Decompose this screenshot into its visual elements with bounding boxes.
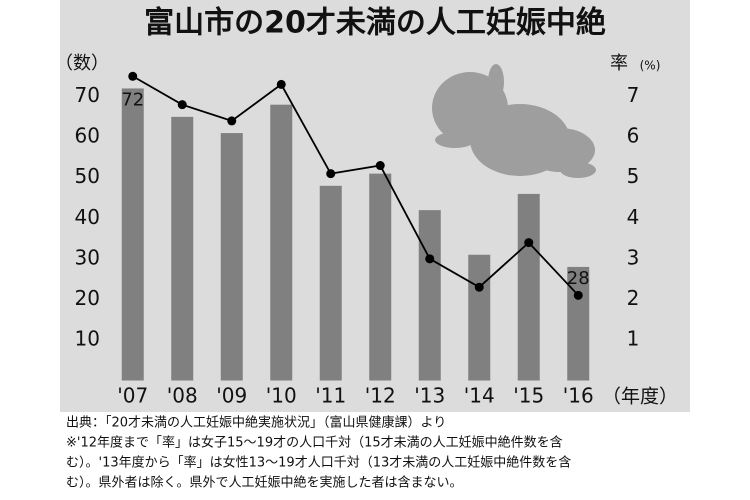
data-label: 28 [567, 268, 590, 289]
y-tick-label: 70 [75, 83, 100, 107]
bar [171, 116, 194, 381]
source-note: 出典：「20才未満の人工妊娠中絶実施状況」（富山県健康課）より [66, 415, 446, 431]
y-tick-label: 20 [75, 286, 100, 310]
x-tick-label: '08 [167, 384, 198, 408]
rate-point [326, 169, 336, 179]
y2-tick-label: 4 [627, 205, 640, 229]
y2-axis-label: 率 [610, 53, 628, 74]
x-tick-label: '12 [365, 384, 396, 408]
y-tick-label: 50 [75, 164, 100, 188]
x-tick-label: '14 [464, 384, 495, 408]
rate-point [128, 71, 138, 81]
y2-tick-label: 2 [627, 286, 640, 310]
rate-point [227, 116, 237, 126]
y2-tick-label: 7 [627, 83, 640, 107]
bar [567, 266, 590, 381]
footnote: ※'12年度まで「率」は女子15～19才の人口千対（15才未満の人工妊娠中絶件数… [66, 435, 563, 451]
footnote: む）。'13年度から「率」は女性13～19才人口千対（13才未満の人工妊娠中絶件… [66, 455, 571, 471]
x-tick-label: '09 [216, 384, 247, 408]
x-tick-label: '11 [315, 384, 346, 408]
bar [468, 254, 491, 381]
x-tick-label: '07 [117, 384, 148, 408]
y-tick-label: 40 [75, 205, 100, 229]
rate-line [132, 75, 579, 296]
rate-point [276, 79, 286, 89]
rate-point [474, 282, 484, 292]
y2-axis-unit: (%) [640, 59, 661, 73]
bar [418, 210, 441, 381]
x-tick-label: '13 [414, 384, 445, 408]
rate-point [375, 161, 385, 171]
y-tick-label: 30 [75, 245, 100, 269]
footnote: む）。県外者は除く。県外で人工妊娠中絶を実施した者は含まない。 [66, 475, 463, 491]
rate-point [177, 100, 187, 110]
y2-tick-label: 1 [627, 326, 640, 350]
rate-point [524, 238, 534, 248]
bar [517, 193, 540, 381]
bar [121, 88, 144, 381]
bar [319, 185, 342, 381]
x-tick-label: '15 [513, 384, 544, 408]
x-tick-label: '16 [563, 384, 594, 408]
x-axis-label: （年度） [602, 386, 678, 408]
rate-point [573, 290, 583, 300]
bar [270, 104, 293, 381]
y2-tick-label: 3 [627, 245, 640, 269]
bar [369, 173, 392, 381]
y2-tick-label: 5 [627, 164, 640, 188]
data-label: 72 [121, 89, 144, 110]
baby-illustration [432, 64, 596, 178]
y-tick-label: 60 [75, 124, 100, 148]
y-axis-label: （数） [55, 53, 109, 74]
x-tick-label: '10 [266, 384, 297, 408]
y-tick-label: 10 [75, 326, 100, 350]
bar [220, 133, 243, 381]
rate-point [425, 254, 435, 264]
y2-tick-label: 6 [627, 124, 640, 148]
chart-title: 富山市の20才未満の人工妊娠中絶 [144, 6, 606, 41]
